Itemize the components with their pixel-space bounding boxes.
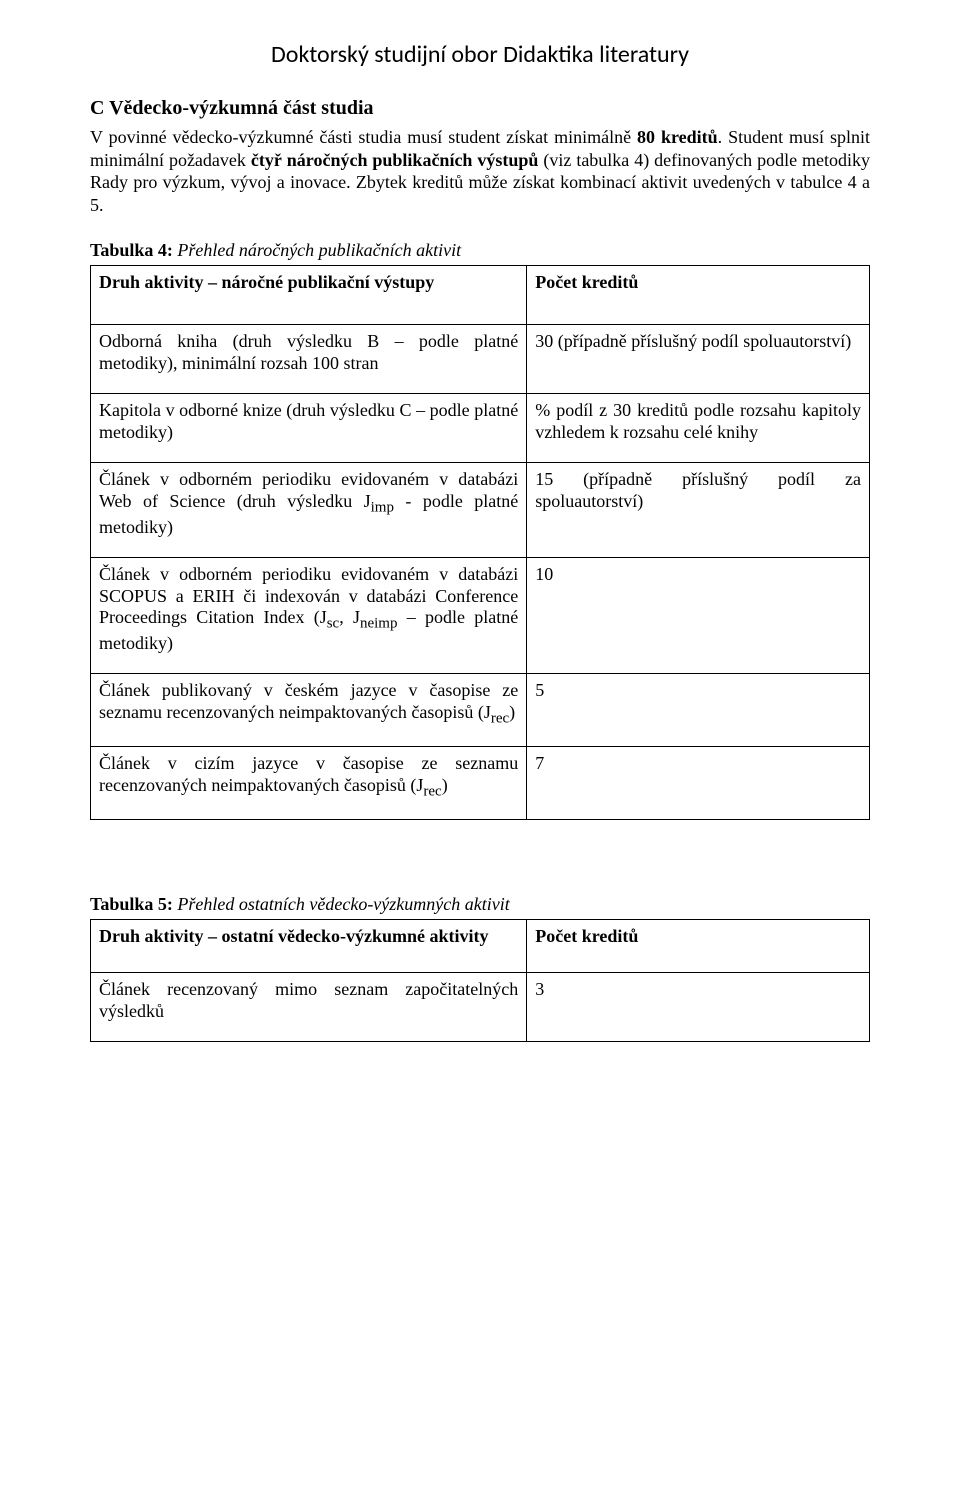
table-row-header: Druh aktivity – ostatní vědecko-výzkumné… — [91, 920, 870, 973]
table5-caption-text: Přehled ostatních vědecko-výzkumných akt… — [173, 894, 510, 914]
table4-cell-left: Odborná kniha (druh výsledku B – podle p… — [91, 324, 527, 393]
table4-cell-left: Článek publikovaný v českém jazyce v čas… — [91, 674, 527, 747]
section-paragraph: V povinné vědecko-výzkumné části studia … — [90, 126, 870, 216]
table4-cell-left: Článek v odborném periodiku evidovaném v… — [91, 557, 527, 674]
table-row: Článek publikovaný v českém jazyce v čas… — [91, 674, 870, 747]
table-row: Článek v odborném periodiku evidovaném v… — [91, 462, 870, 557]
table-row-header: Druh aktivity – náročné publikační výstu… — [91, 266, 870, 325]
section-heading: C Vědecko-výzkumná část studia — [90, 97, 870, 120]
para-bold-credits: 80 kreditů — [637, 127, 718, 147]
table-row: Článek recenzovaný mimo seznam započitat… — [91, 972, 870, 1041]
para-text: V povinné vědecko-výzkumné části studia … — [90, 127, 637, 147]
table4-cell-right: 5 — [527, 674, 870, 747]
table4-header-right: Počet kreditů — [527, 266, 870, 325]
table4: Druh aktivity – náročné publikační výstu… — [90, 265, 870, 820]
table-row: Kapitola v odborné knize (druh výsledku … — [91, 393, 870, 462]
table4-cell-right: % podíl z 30 kreditů podle rozsahu kapit… — [527, 393, 870, 462]
table4-caption-text: Přehled náročných publikačních aktivit — [173, 240, 461, 260]
table4-cell-left: Článek v odborném periodiku evidovaném v… — [91, 462, 527, 557]
table4-cell-right: 15 (případně příslušný podíl za spoluaut… — [527, 462, 870, 557]
table4-caption: Tabulka 4: Přehled náročných publikačníc… — [90, 240, 870, 261]
table4-cell-right: 30 (případně příslušný podíl spoluautors… — [527, 324, 870, 393]
table4-cell-left: Kapitola v odborné knize (druh výsledku … — [91, 393, 527, 462]
table5-caption: Tabulka 5: Přehled ostatních vědecko-výz… — [90, 894, 870, 915]
table4-cell-right: 10 — [527, 557, 870, 674]
table5: Druh aktivity – ostatní vědecko-výzkumné… — [90, 919, 870, 1042]
table5-header-left: Druh aktivity – ostatní vědecko-výzkumné… — [91, 920, 527, 973]
para-bold-requirement: čtyř náročných publikačních výstupů — [251, 150, 539, 170]
table4-header-left: Druh aktivity – náročné publikační výstu… — [91, 266, 527, 325]
table5-header-right: Počet kreditů — [527, 920, 870, 973]
table-row: Článek v cizím jazyce v časopise ze sezn… — [91, 747, 870, 820]
table5-caption-label: Tabulka 5: — [90, 894, 173, 914]
page-header-title: Doktorský studijní obor Didaktika litera… — [90, 40, 870, 69]
table-row: Článek v odborném periodiku evidovaném v… — [91, 557, 870, 674]
table5-cell-left: Článek recenzovaný mimo seznam započitat… — [91, 972, 527, 1041]
table4-cell-left: Článek v cizím jazyce v časopise ze sezn… — [91, 747, 527, 820]
table5-cell-right: 3 — [527, 972, 870, 1041]
table4-cell-right: 7 — [527, 747, 870, 820]
table-row: Odborná kniha (druh výsledku B – podle p… — [91, 324, 870, 393]
table4-caption-label: Tabulka 4: — [90, 240, 173, 260]
